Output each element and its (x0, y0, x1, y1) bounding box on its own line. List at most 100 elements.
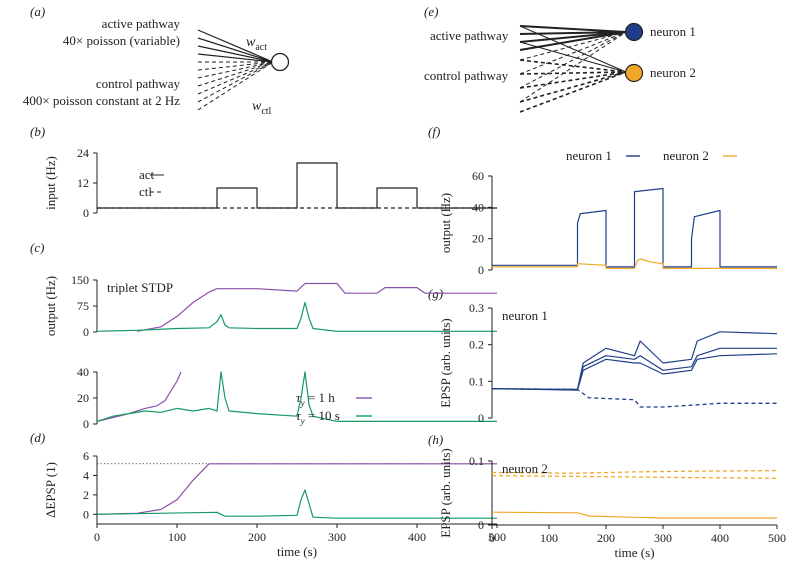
chart-h-ytick-label: 0 (478, 518, 484, 532)
chart-g-ytick-label: 0.3 (469, 301, 484, 315)
chart-d-xtick-label: 500 (488, 530, 506, 544)
active-synapse-1 (197, 29, 274, 63)
control-synapse-7 (197, 61, 274, 111)
legend-f: neuron 1 neuron 2 (566, 148, 737, 163)
e-control-to-n2-3 (519, 71, 627, 89)
e-control-to-n1-1 (519, 31, 627, 61)
w-ctl-label: wctl (252, 99, 272, 117)
chart-g-ylabel: EPSP (arb. units) (438, 318, 453, 407)
chart-f-ytick-label: 40 (472, 200, 484, 214)
chart-g-series-3 (491, 388, 777, 408)
chart-d-xtick-label: 400 (408, 530, 426, 544)
chart-c_bottom-series-1 (96, 371, 497, 422)
panel-label-f: (f) (428, 124, 440, 139)
active-synapse-4 (197, 53, 274, 63)
control-pathway-sublabel: 400× poisson constant at 2 Hz (23, 93, 180, 108)
chart-h: 0 0.1 0 100 200 300 400 500 time (s) EPSP (arb. u… (438, 448, 786, 560)
legend-f-neuron2-label: neuron 2 (663, 148, 709, 163)
e-active-to-n1-3 (519, 31, 627, 43)
chart-d-ytick-label: 2 (83, 488, 89, 502)
panel-label-e: (e) (424, 4, 438, 19)
legend-c-label-1: τy = 10 s (296, 408, 340, 426)
w-act-label: wact (246, 35, 267, 53)
postsynaptic-neuron (270, 52, 290, 72)
chart-d-ylabel: ΔEPSP (1) (43, 462, 58, 518)
panel-label-a: (a) (30, 4, 45, 19)
e-control-to-n1-2 (519, 31, 627, 75)
e-control-to-n2-4 (519, 71, 627, 103)
chart-b-series-0 (97, 162, 497, 209)
active-synapse-3 (197, 45, 274, 63)
chart-f-ytick-label: 0 (478, 263, 484, 277)
chart-c_top-annotation: triplet STDP (107, 280, 173, 295)
neuron-2-label: neuron 2 (650, 65, 696, 80)
chart-f-ylabel: output (Hz) (438, 193, 453, 253)
chart-h-ylabel: EPSP (arb. units) (438, 448, 453, 537)
chart-c_top-ytick-label: 75 (77, 299, 89, 313)
chart-d-xtick-label: 0 (94, 530, 100, 544)
chart-h-xtick-label: 500 (768, 531, 786, 545)
chart-f-series-1 (492, 258, 777, 269)
chart-h-xtick-label: 0 (489, 531, 495, 545)
e-active-to-n1-1 (519, 25, 627, 33)
active-synapse-2 (197, 37, 274, 63)
legend-b-act-label: act (139, 167, 155, 182)
chart-c_bottom-ytick-label: 20 (77, 391, 89, 405)
e-active-pathway-label: active pathway (430, 28, 509, 43)
chart-h-xtick-label: 100 (540, 531, 558, 545)
chart-c_bottom: 0 20 40 (77, 365, 497, 431)
chart-d-xtick-label: 100 (168, 530, 186, 544)
chart-f-ytick-label: 20 (472, 232, 484, 246)
chart-d-ytick-label: 6 (83, 449, 89, 463)
chart-c_bottom-ytick-label: 0 (83, 417, 89, 431)
chart-c_top-ytick-label: 0 (83, 325, 89, 339)
control-synapse-3 (197, 61, 274, 79)
chart-g-ytick-label: 0.2 (469, 338, 484, 352)
chart-b: 0 12 24 input (Hz) (43, 146, 497, 220)
panel-label-d: (d) (30, 430, 45, 445)
chart-c_top-series-1 (96, 301, 497, 332)
chart-h-series-1 (491, 475, 778, 479)
active-pathway-sublabel: 40× poisson (variable) (63, 33, 180, 48)
e-active-to-n2-2 (519, 41, 627, 73)
chart-d-xtick-label: 200 (248, 530, 266, 544)
panel-label-h: (h) (428, 432, 443, 447)
control-synapse-6 (197, 61, 274, 103)
control-synapse-5 (197, 61, 274, 95)
e-control-to-n2-5 (519, 71, 627, 113)
panel-e-diagram: active pathway control pathway neuron 1 … (424, 22, 696, 113)
chart-c_top: 0 75 150 output (Hz) triplet STDP (43, 273, 497, 339)
chart-f: 0 20 40 60 output (Hz) (438, 169, 777, 277)
chart-h-series-2 (491, 511, 777, 519)
panel-label-b: (b) (30, 124, 45, 139)
chart-h-xlabel: time (s) (614, 545, 654, 560)
panel-label-c: (c) (30, 240, 44, 255)
e-control-to-n2-2 (519, 71, 627, 75)
e-active-to-n2-1 (519, 25, 627, 73)
e-control-to-n2-1 (519, 59, 627, 73)
control-synapse-2 (197, 61, 274, 71)
chart-c_bottom-ytick-label: 40 (77, 365, 89, 379)
neuron-1-label: neuron 1 (650, 24, 696, 39)
chart-g: 0 0.1 0.2 0.3 EPSP (arb. units) neuron 1 (438, 301, 778, 425)
chart-d-series-1 (96, 489, 497, 519)
neuron-2-node (624, 63, 644, 83)
chart-b-ytick-label: 0 (83, 206, 89, 220)
chart-g-ytick-label: 0 (478, 411, 484, 425)
chart-f-series-0 (492, 187, 777, 268)
neuron-1-node (624, 22, 644, 42)
chart-g-annotation: neuron 1 (502, 308, 548, 323)
chart-g-ytick-label: 0.1 (469, 374, 484, 388)
chart-c_top-ytick-label: 150 (71, 273, 89, 287)
chart-d-ytick-label: 0 (83, 507, 89, 521)
chart-h-ytick-label: 0.1 (469, 454, 484, 468)
chart-c_top-series-0 (136, 282, 497, 332)
active-pathway-label: active pathway (102, 16, 181, 31)
chart-h-xtick-label: 400 (711, 531, 729, 545)
chart-d-xtick-label: 300 (328, 530, 346, 544)
legend-c: τy = 1 hτy = 10 s (296, 390, 372, 426)
chart-h-annotation: neuron 2 (502, 461, 548, 476)
chart-g-series-2 (491, 353, 778, 391)
